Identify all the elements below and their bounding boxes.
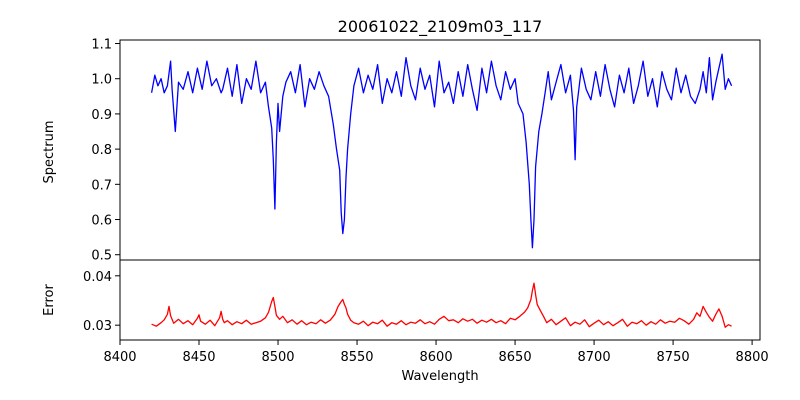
spectrum-y-axis: 0.5 0.6 0.7 0.8 0.9 1.0 1.1 (91, 38, 120, 264)
error-y-axis: 0.03 0.04 (83, 270, 120, 334)
spectrum-series (150, 53, 733, 249)
spectrum-series-line (150, 53, 733, 249)
spectrum-y-label: Spectrum (42, 121, 57, 184)
spectrum-y-tick-label: 1.1 (91, 38, 112, 53)
spectrum-y-tick-label: 1.0 (91, 73, 112, 88)
error-panel: 0.03 0.04 Error (42, 259, 761, 341)
error-series-line (151, 282, 732, 328)
x-axis: 8400 8450 8500 8550 8600 8650 8700 8750 8800 (103, 340, 769, 365)
spectrum-y-tick-label: 0.7 (91, 178, 112, 193)
x-tick-label: 8750 (657, 350, 690, 365)
x-tick-label: 8650 (499, 350, 532, 365)
x-tick-label: 8550 (340, 350, 373, 365)
spectrum-plot-frame (119, 39, 761, 261)
x-axis-label: Wavelength (401, 369, 478, 384)
x-tick-label: 8400 (103, 350, 136, 365)
x-tick-label: 8450 (182, 350, 215, 365)
spectrum-y-tick-label: 0.6 (91, 214, 112, 229)
error-y-tick-label: 0.04 (83, 270, 112, 285)
spectrum-y-tick-label: 0.8 (91, 143, 112, 158)
x-tick-label: 8800 (736, 350, 769, 365)
error-plot-frame (119, 259, 761, 341)
error-series (151, 282, 732, 328)
chart-title: 20061022_2109m03_117 (338, 17, 543, 37)
x-tick-label: 8700 (578, 350, 611, 365)
x-tick-label: 8500 (261, 350, 294, 365)
spectrum-y-tick-label: 0.5 (91, 249, 112, 264)
spectrum-y-tick-label: 0.9 (91, 108, 112, 123)
error-y-tick-label: 0.03 (83, 319, 112, 334)
error-y-label: Error (42, 284, 57, 316)
x-tick-label: 8600 (420, 350, 453, 365)
spectrum-panel: 0.5 0.6 0.7 0.8 0.9 1.0 1.1 Spectrum (42, 38, 761, 264)
